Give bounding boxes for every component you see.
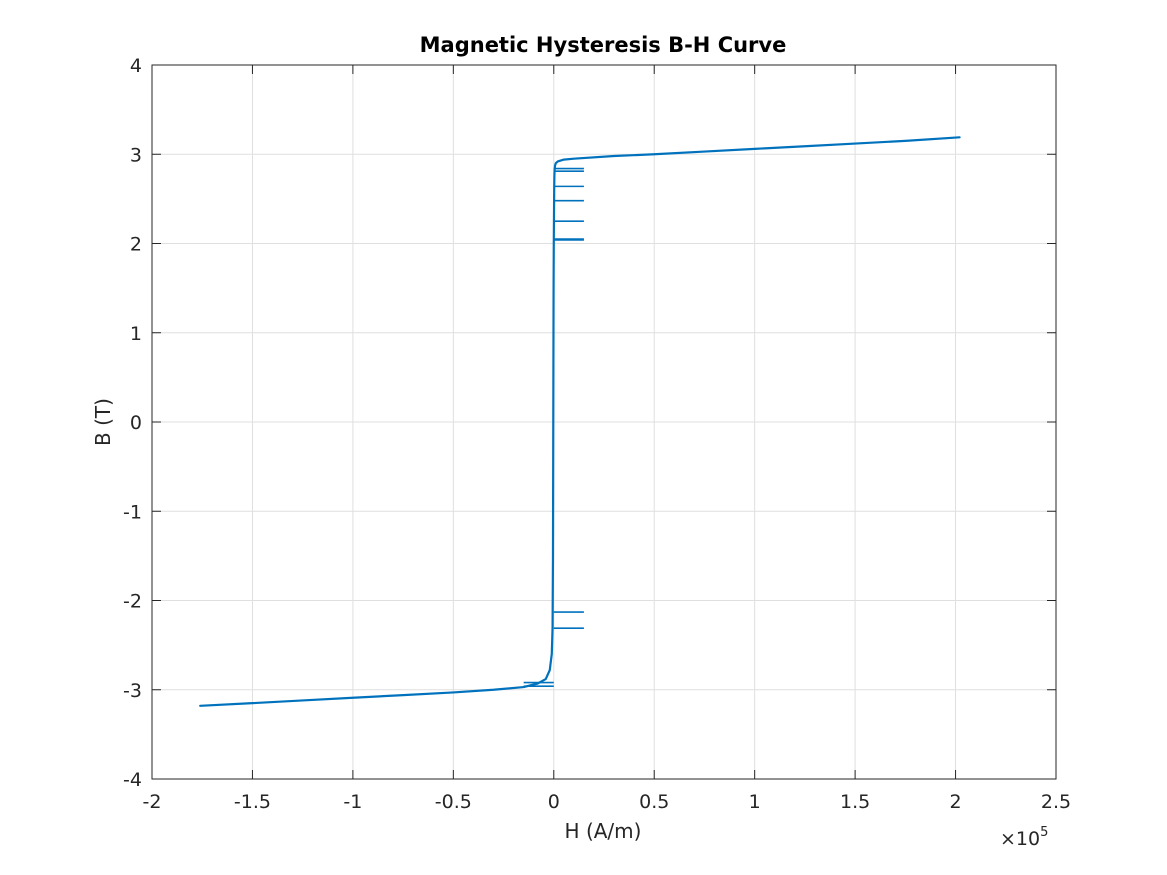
- x-tick-label: -2: [143, 791, 162, 813]
- ticks: -2 -1.5 -1 -0.5 0 0.5 1 1.5 2 2.5 -4 -3 -2 -1 0 1 2 3 4: [123, 55, 1071, 813]
- x-axis-label: H (A/m): [565, 819, 642, 843]
- x-tick-label: 0.5: [639, 791, 669, 813]
- y-tick-label: 1: [130, 323, 142, 345]
- x-axis-multiplier-exponent: 5: [1040, 825, 1048, 840]
- y-tick-label: 2: [130, 234, 142, 256]
- y-tick-label: -2: [123, 591, 142, 613]
- y-tick-label: 3: [130, 144, 142, 166]
- chart-title: Magnetic Hysteresis B-H Curve: [420, 33, 787, 57]
- x-tick-label: 1: [749, 791, 761, 813]
- x-tick-label: 0: [548, 791, 560, 813]
- x-tick-label: 1.5: [840, 791, 870, 813]
- y-axis-label: B (T): [91, 398, 115, 446]
- x-tick-label: 2: [950, 791, 962, 813]
- y-tick-label: 0: [130, 412, 142, 434]
- y-tick-label: -4: [123, 769, 142, 791]
- x-tick-label: -1: [343, 791, 362, 813]
- x-axis-multiplier: ×105: [1000, 825, 1048, 850]
- y-tick-label: -1: [123, 501, 142, 523]
- x-axis-multiplier-base: ×10: [1000, 828, 1040, 850]
- x-tick-label: -1.5: [234, 791, 271, 813]
- x-tick-label: 2.5: [1041, 791, 1071, 813]
- bh-curve-series-line: [199, 136, 961, 707]
- data-layer: [199, 136, 961, 707]
- y-tick-label: -3: [123, 680, 142, 702]
- y-tick-label: 4: [130, 55, 142, 77]
- x-tick-label: -0.5: [435, 791, 472, 813]
- plot-area: -2 -1.5 -1 -0.5 0 0.5 1 1.5 2 2.5 -4 -3 -2 -1 0 1 2 3 4: [123, 55, 1071, 813]
